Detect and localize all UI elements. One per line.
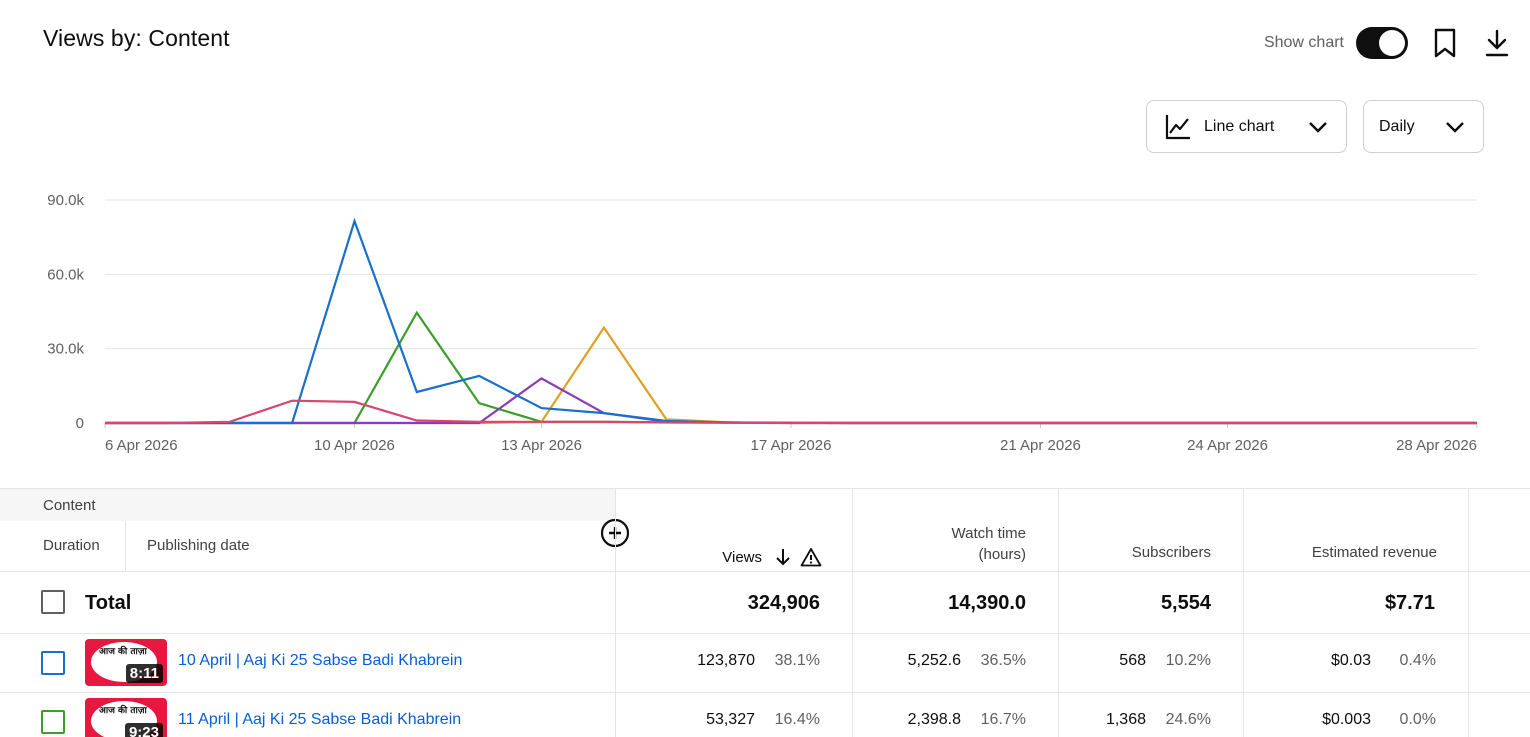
publishing-date-column-header[interactable]: Publishing date [147, 537, 250, 554]
interval-label: Daily [1379, 117, 1415, 135]
row-checkbox[interactable] [41, 651, 65, 675]
views-column-header[interactable]: Views [616, 489, 852, 571]
total-revenue: $7.71 [1384, 592, 1435, 614]
x-tick-label: 21 Apr 2026 [1000, 437, 1081, 454]
column-divider [1058, 489, 1059, 737]
download-icon[interactable] [1482, 28, 1512, 58]
column-divider [1468, 489, 1469, 737]
top-controls: Show chart [1264, 26, 1512, 60]
x-tick-label: 28 Apr 2026 [1396, 437, 1477, 454]
x-tick-label: 6 Apr 2026 [105, 437, 178, 454]
watch-time-column-header[interactable]: Watch time (hours) [853, 489, 1058, 571]
total-checkbox[interactable] [41, 590, 65, 614]
row-views-pct: 16.4% [774, 711, 820, 728]
chevron-down-icon [1445, 120, 1465, 134]
video-duration: 9:23 [124, 723, 163, 737]
x-tick-label: 13 Apr 2026 [501, 437, 582, 454]
x-tick-label: 17 Apr 2026 [751, 437, 832, 454]
warning-icon[interactable] [800, 547, 822, 567]
video-title-link[interactable]: 10 April | Aaj Ki 25 Sabse Badi Khabrein [178, 652, 463, 669]
y-tick-label: 0 [76, 415, 84, 432]
row-watch-pct: 36.5% [980, 652, 1026, 669]
video-thumbnail[interactable]: आज की ताज़ा 8:11 [85, 639, 167, 686]
line-chart-icon [1164, 113, 1192, 141]
row-watch-pct: 16.7% [980, 711, 1026, 728]
content-column-header: Content [0, 489, 615, 521]
content-table: Content Duration Publishing date Views W… [0, 488, 1530, 737]
duration-column-header[interactable]: Duration [43, 537, 100, 554]
row-revenue-pct: 0.4% [1399, 652, 1436, 669]
y-tick-label: 30.0k [47, 341, 84, 358]
y-tick-label: 60.0k [47, 266, 84, 283]
row-watch-time: 5,252.6 [907, 652, 961, 669]
row-watch-time: 2,398.8 [907, 711, 961, 728]
sort-arrow-down-icon [774, 547, 792, 567]
row-revenue-pct: 0.0% [1399, 711, 1436, 728]
row-views: 53,327 [706, 711, 755, 728]
chart-type-dropdown[interactable]: Line chart [1146, 100, 1347, 153]
show-chart-label: Show chart [1263, 34, 1344, 51]
table-row[interactable]: आज की ताज़ा 9:23 11 April | Aaj Ki 25 Sa… [0, 693, 1530, 737]
thumbnail-text: आज की ताज़ा [99, 706, 147, 716]
revenue-column-header[interactable]: Estimated revenue [1311, 544, 1437, 561]
video-duration: 8:11 [125, 664, 163, 683]
toggle-knob [1379, 30, 1405, 56]
thumbnail-text: आज की ताज़ा [99, 647, 147, 657]
column-divider [852, 489, 853, 737]
total-label: Total [85, 592, 132, 614]
row-subs-pct: 10.2% [1165, 652, 1211, 669]
watch-time-header-line2: (hours) [978, 546, 1026, 563]
chevron-down-icon [1308, 120, 1328, 134]
total-subscribers: 5,554 [1160, 592, 1211, 614]
table-row[interactable]: आज की ताज़ा 8:11 10 April | Aaj Ki 25 Sa… [0, 634, 1530, 693]
row-revenue: $0.03 [1330, 652, 1371, 669]
total-views: 324,906 [747, 592, 820, 614]
series-line-1 [105, 325, 1477, 425]
video-thumbnail[interactable]: आज की ताज़ा 9:23 [85, 698, 167, 737]
series-line-3 [105, 217, 1477, 425]
chart-type-label: Line chart [1204, 117, 1275, 135]
row-subs-pct: 24.6% [1165, 711, 1211, 728]
column-divider [1243, 489, 1244, 737]
row-views-pct: 38.1% [774, 652, 820, 669]
bookmark-icon[interactable] [1430, 28, 1460, 58]
content-header-label: Content [43, 497, 96, 514]
views-line-chart: 0 30.0k 60.0k 90.0k 6 Apr 2026 10 Apr 2026 13 … [47, 192, 1478, 454]
series-line-0 [105, 310, 1477, 425]
row-revenue: $0.003 [1322, 711, 1371, 728]
page-title: Views by: Content [43, 25, 230, 51]
row-subscribers: 568 [1119, 652, 1146, 669]
video-title-link[interactable]: 11 April | Aaj Ki 25 Sabse Badi Khabrein [178, 711, 462, 728]
y-tick-label: 90.0k [47, 192, 84, 209]
watch-time-header-line1: Watch time [951, 525, 1026, 542]
interval-dropdown[interactable]: Daily [1363, 100, 1484, 153]
x-tick-label: 24 Apr 2026 [1187, 437, 1268, 454]
row-checkbox[interactable] [41, 710, 65, 734]
table-header: Content Duration Publishing date Views W… [0, 489, 1530, 572]
column-divider [615, 489, 616, 737]
total-watch-time: 14,390.0 [948, 592, 1026, 614]
views-header-label: Views [722, 548, 762, 566]
series-line-4 [105, 399, 1477, 425]
row-views: 123,870 [697, 652, 755, 669]
total-row: Total 324,906 14,390.0 5,554 $7.71 [0, 572, 1530, 634]
row-subscribers: 1,368 [1105, 711, 1146, 728]
subscribers-column-header[interactable]: Subscribers [1131, 544, 1211, 561]
show-chart-toggle[interactable] [1356, 27, 1408, 59]
x-tick-label: 10 Apr 2026 [314, 437, 395, 454]
header-divider [125, 521, 126, 571]
